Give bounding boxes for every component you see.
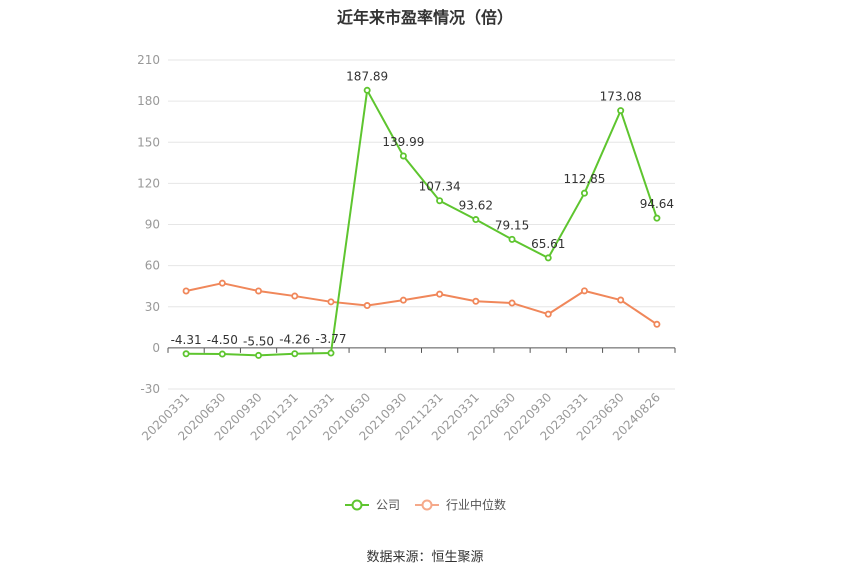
legend-item-industry-median[interactable]: 行业中位数 [414, 496, 506, 513]
series-line-company [186, 89, 658, 357]
legend-item-company[interactable]: 公司 [344, 496, 400, 513]
data-point [508, 299, 516, 307]
y-tick-label: 0 [152, 341, 160, 355]
y-tick-label: -30 [140, 382, 160, 396]
legend-line-marker-icon [344, 499, 369, 510]
data-point [617, 107, 625, 115]
data-point [218, 279, 226, 287]
data-label: 187.89 [346, 69, 388, 83]
data-point [291, 350, 299, 358]
data-point [363, 86, 371, 94]
data-point [544, 310, 552, 318]
y-tick-label: 120 [137, 176, 160, 190]
y-tick-label: 30 [145, 300, 160, 314]
data-point [436, 197, 444, 205]
data-point [399, 296, 407, 304]
data-point [617, 296, 625, 304]
data-point [436, 290, 444, 298]
data-point [218, 350, 226, 358]
y-tick-label: 180 [137, 94, 160, 108]
data-label: -5.50 [243, 334, 274, 348]
data-point [363, 302, 371, 310]
y-tick-label: 150 [137, 135, 160, 149]
data-point [508, 235, 516, 243]
legend: 公司 行业中位数 [0, 496, 850, 513]
legend-label-company: 公司 [375, 498, 400, 512]
data-label: -4.31 [171, 333, 202, 347]
data-point [472, 216, 480, 224]
data-point [580, 189, 588, 197]
data-label: 79.15 [495, 218, 529, 232]
data-point [653, 214, 661, 222]
chart-title: 近年来市盈率情况（倍） [336, 8, 513, 27]
legend-label-industry-median: 行业中位数 [446, 498, 507, 512]
legend-line-marker-icon [415, 499, 439, 510]
data-label: 139.99 [382, 135, 424, 149]
data-point [580, 287, 588, 295]
data-label: 107.34 [419, 180, 461, 194]
data-label: -3.77 [315, 332, 346, 346]
series-line-industry-median [185, 282, 658, 326]
data-point [327, 349, 335, 357]
data-label: 94.64 [640, 197, 674, 211]
data-point [327, 298, 335, 306]
data-label: 173.08 [600, 90, 642, 104]
data-point [255, 351, 263, 359]
data-label: -4.50 [207, 333, 238, 347]
data-label: 112.85 [563, 172, 605, 186]
data-label: -4.26 [279, 333, 310, 347]
data-point [182, 350, 190, 358]
y-tick-label: 90 [145, 218, 160, 232]
data-source: 数据来源：恒生聚源 [366, 550, 484, 565]
data-point [544, 254, 552, 262]
data-point [182, 287, 190, 295]
data-point [472, 297, 480, 305]
data-label: 93.62 [459, 199, 493, 213]
data-point [291, 292, 299, 300]
y-tick-label: 60 [145, 259, 160, 273]
data-point [653, 320, 661, 328]
data-point [255, 287, 263, 295]
data-point [399, 152, 407, 160]
data-label: 65.61 [531, 237, 565, 251]
y-tick-label: 210 [137, 53, 160, 67]
